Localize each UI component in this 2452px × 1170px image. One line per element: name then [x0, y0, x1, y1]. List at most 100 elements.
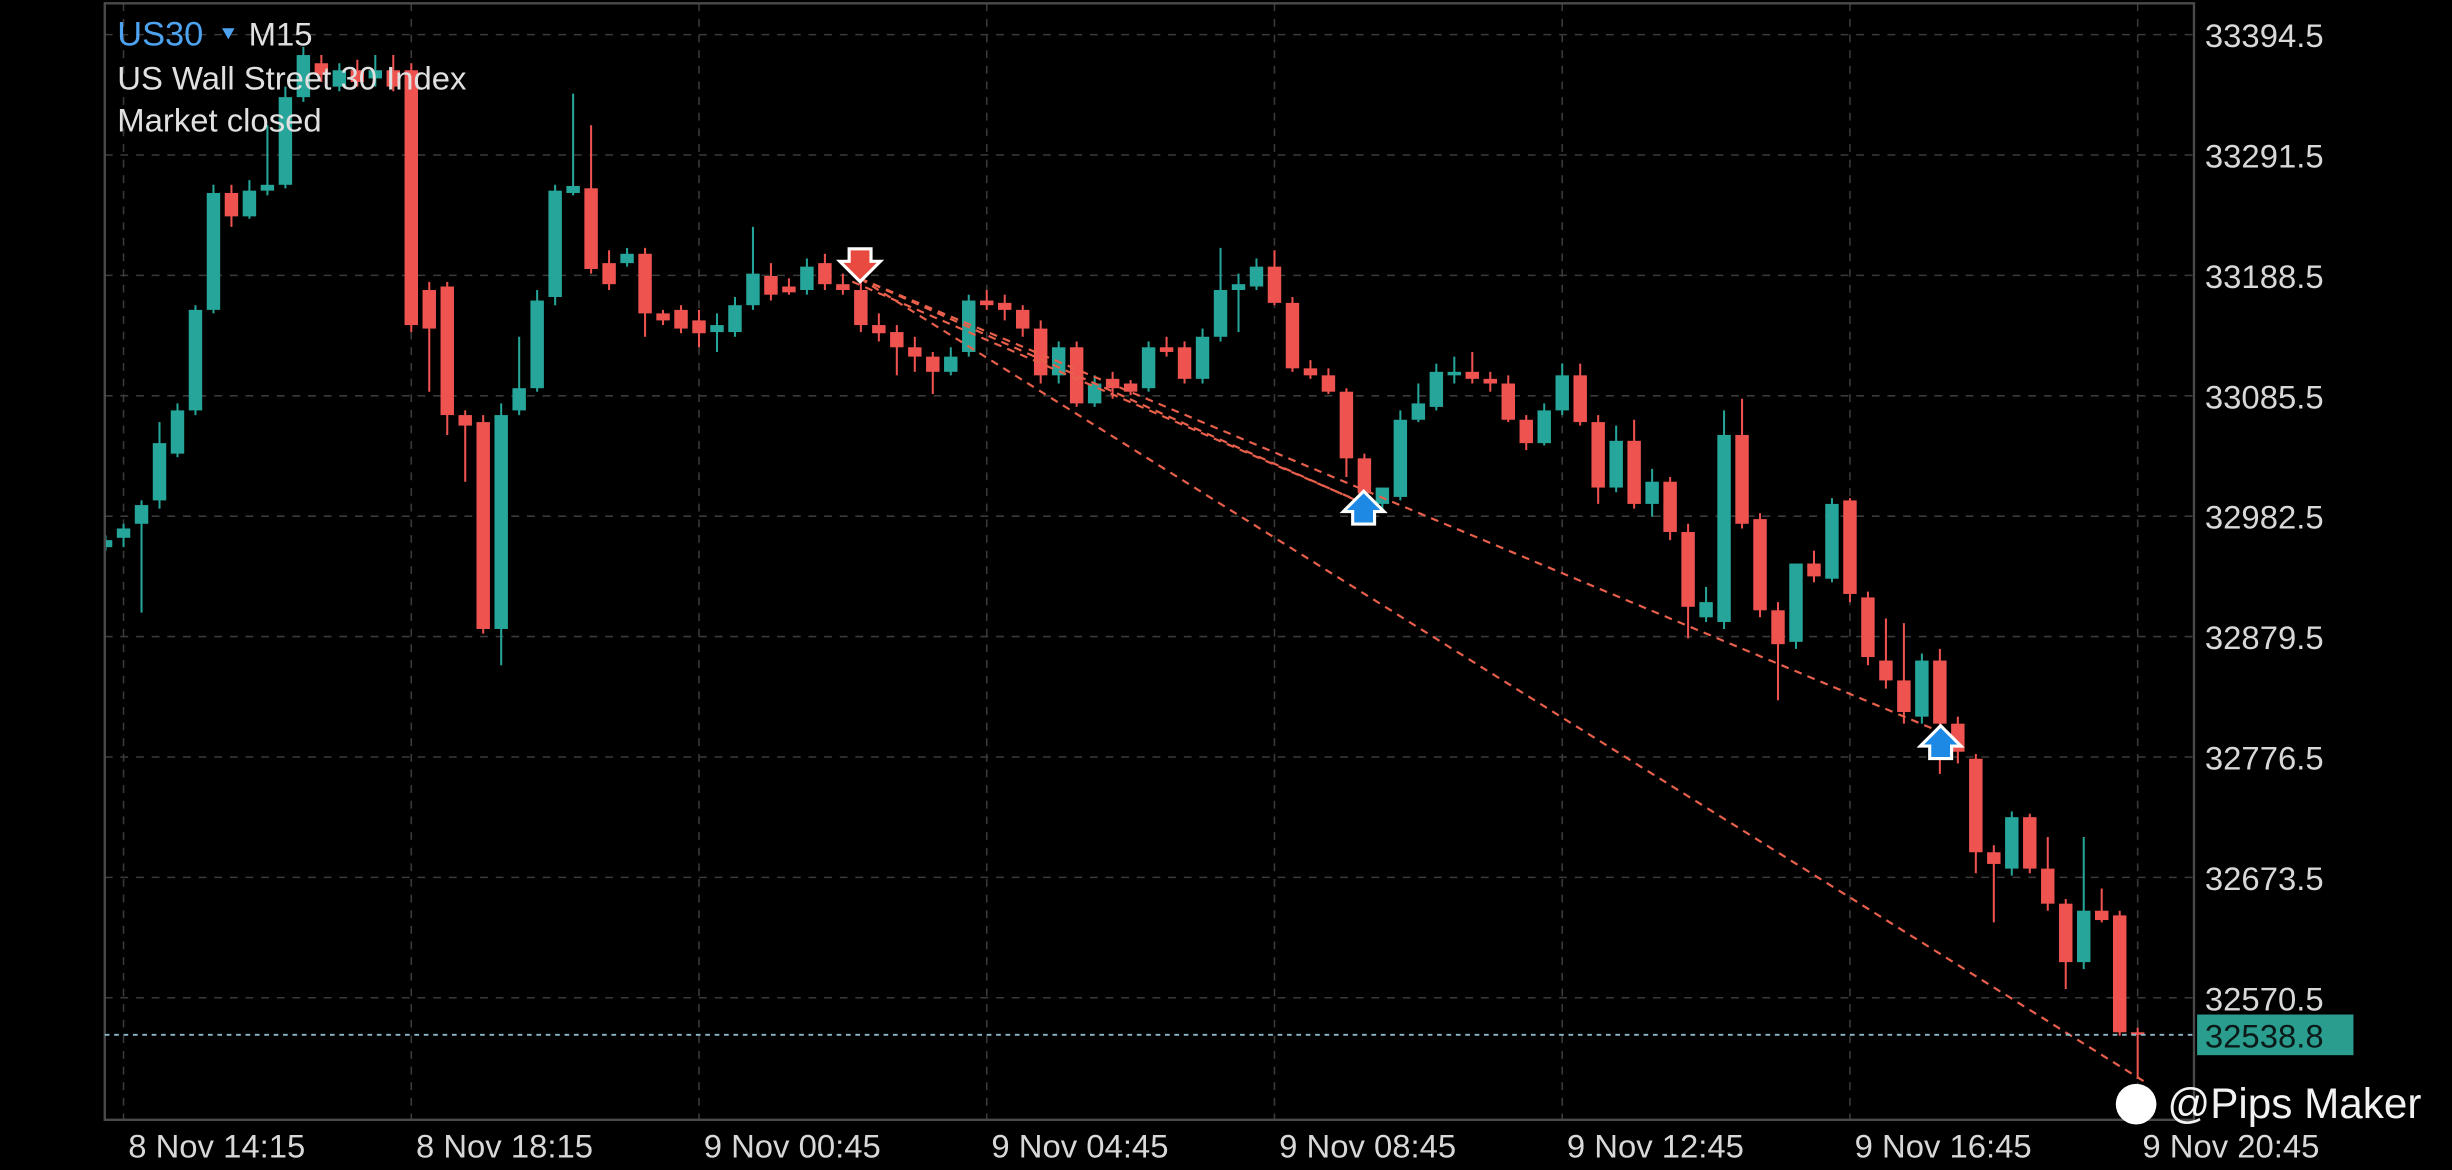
candle-body — [1825, 503, 1839, 579]
candle-body — [1195, 336, 1210, 379]
candle-body — [1627, 440, 1641, 504]
y-tick-label: 33188.5 — [2205, 258, 2324, 295]
candle-body — [872, 325, 886, 334]
plot-frame — [103, 2, 2196, 1121]
candle-body — [1645, 481, 1659, 504]
candle-body — [1519, 419, 1533, 444]
x-tick-label: 9 Nov 16:45 — [1855, 1127, 2032, 1164]
candle-body — [1447, 371, 1462, 376]
y-tick-label: 32776.5 — [2205, 739, 2324, 776]
candle-body — [926, 356, 940, 372]
candle-body — [1735, 434, 1749, 524]
trade-line — [859, 277, 1365, 505]
candle-body — [1033, 328, 1048, 376]
symbol: US30 — [117, 15, 203, 53]
candle-body — [1357, 458, 1372, 494]
candle-body — [1465, 371, 1480, 379]
candle-body — [314, 63, 329, 75]
y-axis: 32570.5 32673.5 32776.5 32879.5 32982.5 33085… — [2205, 17, 2324, 1017]
candle-body — [998, 302, 1012, 310]
candle-body — [260, 184, 275, 191]
candle-body — [512, 388, 526, 411]
y-tick-label: 32673.5 — [2205, 860, 2324, 897]
candle-body — [2112, 915, 2127, 1033]
buy-arrow — [1339, 488, 1388, 526]
candle-body — [242, 190, 257, 217]
candle-body — [1861, 597, 1875, 658]
candle-body — [332, 70, 347, 87]
candle-body — [1609, 440, 1623, 488]
candle-body — [368, 70, 383, 79]
timeframe: M15 — [249, 15, 313, 52]
candle-body — [980, 300, 994, 306]
candle-body — [1213, 290, 1228, 337]
x-tick-label: 9 Nov 12:45 — [1567, 1127, 1744, 1164]
candle-body — [854, 290, 868, 326]
candle-body — [1573, 375, 1587, 423]
x-axis: 8 Nov 14:15 8 Nov 18:15 9 Nov 00:45 9 Nov 0… — [128, 1127, 2319, 1164]
candle-body — [818, 263, 832, 285]
candle-body — [1933, 660, 1947, 724]
trade-line — [859, 277, 1942, 734]
candle-body — [1177, 347, 1192, 379]
x-tick-label: 9 Nov 20:45 — [2142, 1127, 2319, 1164]
candle-body — [800, 266, 814, 291]
candle-body — [1159, 347, 1174, 352]
candle-body — [602, 263, 616, 285]
candle-body — [1807, 563, 1821, 577]
x-tick-label: 9 Nov 00:45 — [704, 1127, 881, 1164]
watermark-icon — [2115, 1083, 2157, 1125]
candle-body — [2130, 1032, 2145, 1035]
candle-body — [1285, 302, 1300, 369]
candle-body — [2005, 817, 2019, 869]
candle-body — [656, 313, 670, 321]
candle-body — [638, 253, 652, 314]
y-tick-label: 33394.5 — [2205, 17, 2324, 54]
candle-body — [1267, 266, 1282, 303]
candle-body — [1339, 391, 1354, 459]
candle-body — [1375, 487, 1390, 504]
x-tick-label: 8 Nov 14:15 — [128, 1127, 305, 1164]
candle-body — [2059, 903, 2073, 963]
candle-body — [1555, 375, 1569, 411]
candle-body — [620, 253, 634, 264]
candle-body — [566, 185, 580, 193]
candle-body — [134, 505, 149, 524]
x-tick-label: 8 Nov 18:15 — [416, 1127, 593, 1164]
y-tick-label: 33085.5 — [2205, 378, 2324, 415]
candle-body — [1843, 500, 1857, 594]
candle-body — [746, 273, 760, 306]
y-tick-label: 32879.5 — [2205, 619, 2324, 656]
last-price-box — [2197, 1014, 2354, 1056]
candle-body — [1591, 422, 1605, 488]
candle-body — [674, 309, 688, 329]
buy-arrow — [1916, 723, 1965, 761]
candle-body — [1663, 481, 1677, 532]
candle-body — [1789, 563, 1803, 642]
candle-body — [116, 528, 131, 538]
candle-body — [152, 443, 167, 501]
candle-body — [1123, 383, 1138, 392]
candle-body — [764, 275, 778, 295]
trade-lines — [851, 277, 2147, 1084]
symbol-dropdown[interactable] — [222, 28, 235, 40]
candle-body — [1717, 434, 1731, 622]
y-tick-label: 33291.5 — [2205, 138, 2324, 175]
candle-body — [1303, 368, 1318, 376]
candle-body — [1681, 531, 1695, 607]
candle-body — [170, 410, 185, 454]
candle-body — [494, 415, 508, 629]
candle-body — [404, 70, 418, 326]
sell-arrow — [835, 247, 885, 284]
candle-body — [1537, 410, 1551, 444]
x-tick-label: 9 Nov 08:45 — [1279, 1127, 1456, 1164]
watermark: @Pips Maker — [2167, 1080, 2421, 1127]
candle-body — [1879, 660, 1893, 681]
y-tick-label: 32982.5 — [2205, 499, 2324, 536]
candle-body — [1069, 347, 1084, 404]
candle-body — [476, 422, 490, 629]
candle-body — [278, 97, 293, 185]
candle-body — [1393, 419, 1408, 497]
